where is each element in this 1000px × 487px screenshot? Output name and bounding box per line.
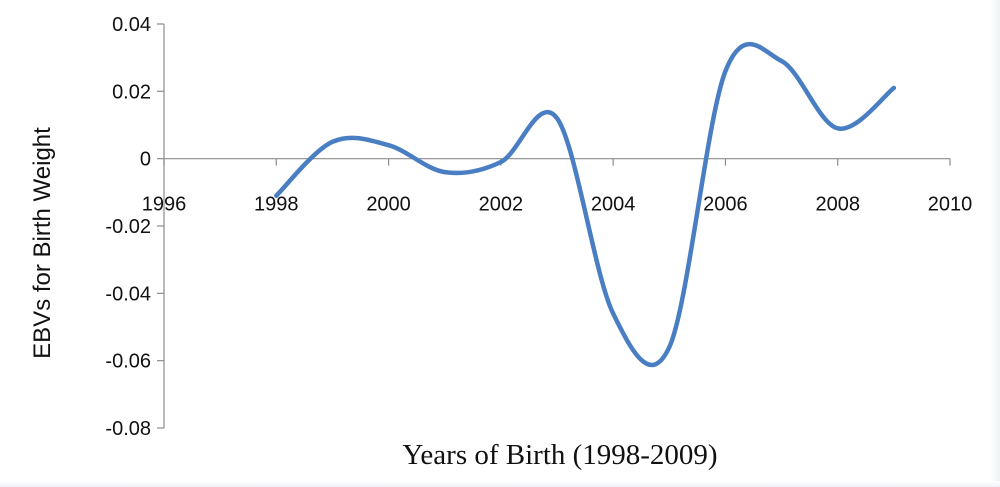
x-tick-label: 2008 bbox=[815, 194, 860, 216]
axes bbox=[157, 23, 951, 429]
series-layer bbox=[274, 41, 897, 368]
x-axis-label: Years of Birth (1998-2009) bbox=[402, 439, 717, 471]
x-tick-label: 2010 bbox=[928, 194, 973, 216]
series-line bbox=[274, 41, 897, 368]
y-tick-label: -0.04 bbox=[105, 283, 151, 305]
tick-labels: 0.04 0.02 0 -0.02 -0.04 -0.06 -0.08 1996 1998 200… bbox=[105, 14, 972, 440]
frame-edge bbox=[990, 0, 1000, 487]
x-tick-label: 2000 bbox=[366, 194, 411, 216]
y-tick-label: 0 bbox=[140, 149, 151, 171]
x-tick-label: 2004 bbox=[591, 194, 636, 216]
y-axis-label: EBVs for Birth Weight bbox=[29, 127, 56, 359]
y-tick-label: -0.06 bbox=[105, 351, 151, 373]
y-tick-label: -0.02 bbox=[105, 216, 151, 238]
x-tick-label: 1996 bbox=[142, 194, 187, 216]
x-tick-label: 2002 bbox=[479, 194, 524, 216]
y-tick-label: -0.08 bbox=[105, 418, 151, 440]
y-tick-label: 0.04 bbox=[112, 14, 151, 36]
x-tick-label: 1998 bbox=[254, 194, 299, 216]
x-tick-label: 2006 bbox=[703, 194, 748, 216]
y-tick-label: 0.02 bbox=[112, 81, 151, 103]
frame-edge bbox=[0, 481, 1000, 487]
